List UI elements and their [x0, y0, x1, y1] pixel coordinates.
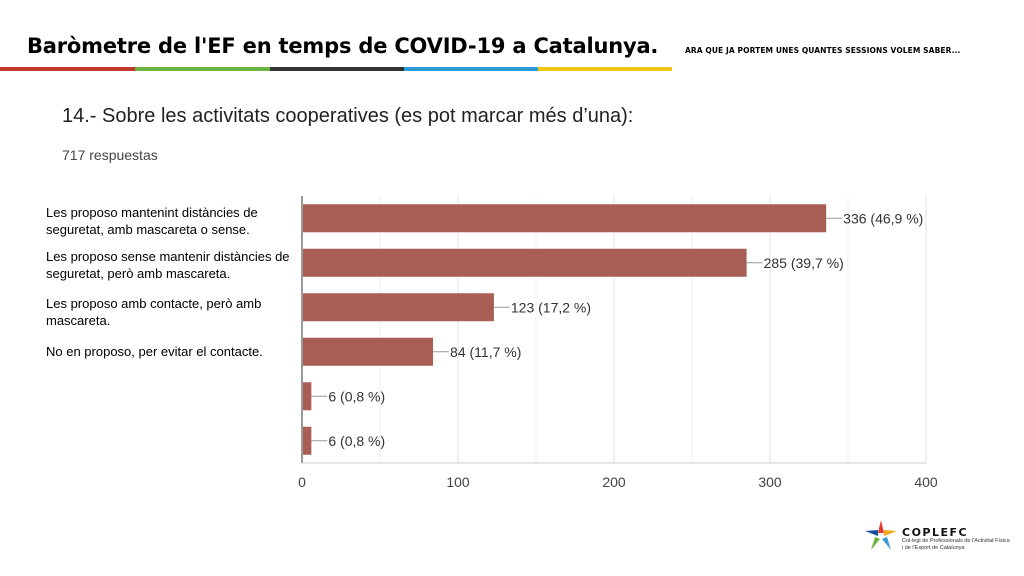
bar	[303, 293, 494, 322]
stripe-dark	[270, 67, 404, 71]
x-tick-label: 400	[914, 474, 938, 490]
category-label: Les proposo amb contacte, però amb masca…	[46, 296, 262, 328]
bar	[303, 204, 827, 233]
category-label: No en proposo, per evitar el contacte.	[46, 344, 263, 359]
data-label: 123 (17,2 %)	[511, 299, 591, 315]
slide-title: Baròmetre de l'EF en temps de COVID-19 a…	[27, 34, 659, 58]
bar	[303, 337, 434, 366]
data-label: 6 (0,8 %)	[328, 433, 385, 449]
question-title: 14.- Sobre les activitats cooperatives (…	[62, 105, 634, 127]
x-tick-label: 200	[602, 474, 626, 490]
x-tick-label: 300	[758, 474, 782, 490]
x-tick-label: 100	[446, 474, 470, 490]
slide-subtitle: ARA QUE JA PORTEM UNES QUANTES SESSIONS …	[685, 46, 961, 55]
logo-subtitle: Col·legi de Professionals de l'Activitat…	[902, 538, 1010, 551]
bar	[303, 382, 312, 411]
data-label: 6 (0,8 %)	[328, 388, 385, 404]
data-label: 285 (39,7 %)	[764, 255, 844, 271]
stripe-yellow	[538, 67, 672, 71]
response-count: 717 respuestas	[62, 147, 158, 163]
stripe-green	[135, 67, 270, 71]
data-label: 336 (46,9 %)	[843, 210, 923, 226]
bar	[303, 248, 747, 277]
category-label: Les proposo sense mantenir distàncies de…	[46, 249, 290, 281]
coplefc-logo-icon	[865, 520, 897, 550]
data-label: 84 (11,7 %)	[450, 344, 521, 360]
stripe-blue	[404, 67, 538, 71]
x-tick-label: 0	[298, 474, 306, 490]
bar	[303, 426, 312, 455]
logo-name: COPLEFC	[902, 526, 969, 539]
stripe-red	[0, 67, 135, 71]
category-label: Les proposo mantenint distàncies de segu…	[46, 205, 258, 237]
